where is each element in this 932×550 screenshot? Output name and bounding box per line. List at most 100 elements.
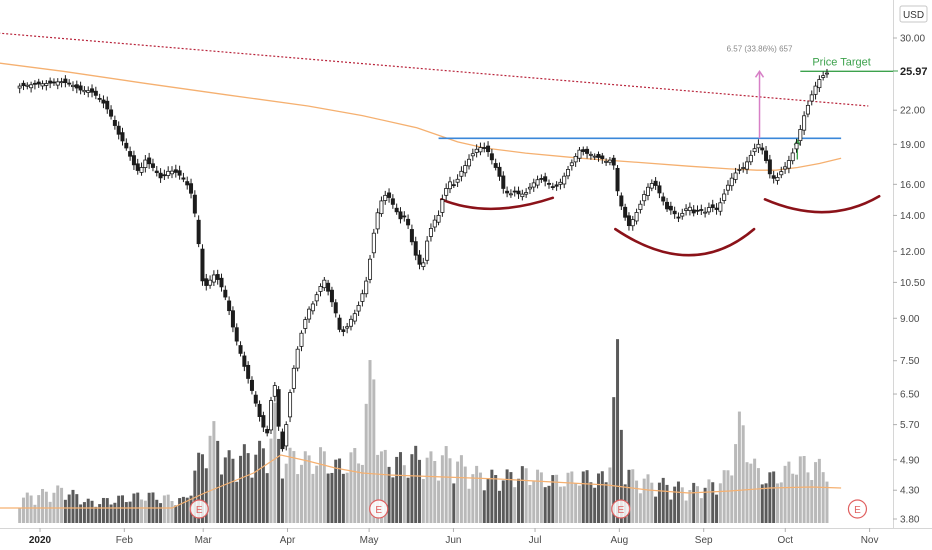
earnings-marker[interactable]: E (847, 499, 868, 519)
earnings-marker[interactable]: E (369, 499, 389, 519)
candle (665, 197, 670, 212)
time-tick-label: Jul (529, 535, 542, 546)
candle-body (341, 329, 346, 332)
volume-bar (311, 473, 315, 523)
volume-bar (513, 487, 517, 523)
volume-bar (817, 458, 821, 523)
candle-body (29, 84, 34, 89)
candle-body (745, 161, 750, 170)
volume-bar (60, 487, 64, 523)
candle-body (489, 153, 494, 161)
volume-bar (231, 458, 235, 523)
candle-body (131, 155, 136, 166)
earnings-marker[interactable]: E (611, 499, 631, 519)
pattern-arc[interactable] (439, 196, 555, 211)
volume-bar (440, 455, 444, 523)
candle (436, 210, 441, 226)
volume-bar (280, 478, 284, 523)
candle (230, 306, 235, 333)
volume-bar (292, 451, 296, 523)
candle (718, 197, 723, 216)
candle (249, 376, 254, 395)
volume-bar (753, 458, 757, 523)
candle-body (295, 348, 300, 369)
candle (371, 228, 376, 258)
candle-body (607, 159, 612, 163)
candle (623, 203, 628, 221)
candle (661, 192, 666, 206)
price-tick-label: 9.00 (900, 314, 920, 325)
candle-body (147, 157, 152, 165)
volume-bar (94, 506, 98, 523)
candle (539, 174, 544, 183)
candle (790, 148, 795, 165)
descending-trendline[interactable] (0, 24, 869, 107)
candle (326, 279, 331, 296)
candle (611, 154, 616, 170)
candle (486, 141, 491, 157)
candle-body (230, 310, 235, 328)
earnings-marker-label: E (196, 505, 203, 516)
candle (470, 148, 475, 161)
candle (82, 86, 87, 95)
candle (32, 80, 37, 90)
candle (607, 157, 612, 166)
candle-body (326, 282, 331, 292)
candle (585, 146, 590, 159)
candle (813, 81, 818, 100)
time-tick-label: Apr (280, 535, 296, 546)
candle (794, 138, 799, 153)
candle-body (329, 289, 334, 303)
candle (295, 346, 300, 372)
volume-bar (490, 469, 494, 523)
candle-body (63, 78, 68, 84)
volume-bar (509, 472, 513, 523)
volume-bar (696, 486, 700, 523)
candle-body (657, 185, 662, 194)
candle-body (265, 428, 270, 434)
volume-bar (345, 472, 349, 523)
candle-body (219, 277, 224, 288)
volume-bar (604, 482, 608, 523)
candle-body (672, 210, 677, 215)
candle-body (497, 166, 502, 177)
candle (672, 206, 677, 219)
pattern-arc[interactable] (614, 227, 756, 257)
volume-bar (250, 477, 254, 523)
candle (162, 169, 167, 181)
price-axis[interactable]: 30.00 22.00 19.00 16.00 14.00 12.00 10.50 9.00 7… (893, 34, 925, 526)
time-axis[interactable]: 2020 Feb Mar Apr May Jun Jul Aug Sep Oct Nov (29, 528, 879, 546)
candle-body (493, 163, 498, 168)
volume-bar (113, 502, 117, 523)
candle-body (40, 83, 45, 87)
volume-bar (718, 483, 722, 523)
candle (676, 212, 681, 223)
candle (234, 323, 239, 346)
candle-body (577, 149, 582, 159)
candle-body (253, 394, 258, 404)
candle (291, 365, 296, 393)
candle-body (573, 156, 578, 163)
candle (48, 77, 53, 89)
volume-bar (520, 466, 524, 523)
earnings-marker[interactable]: E (189, 499, 209, 519)
candle-body (444, 188, 449, 196)
candle (626, 212, 631, 231)
candle (360, 289, 365, 307)
candle (440, 194, 445, 217)
currency-badge[interactable] (899, 5, 928, 23)
candle-body (546, 182, 551, 185)
candle-body (626, 215, 631, 227)
candle-body (375, 212, 380, 230)
candle (143, 155, 148, 173)
candle-body (67, 82, 72, 85)
candle-body (691, 209, 696, 214)
pattern-arc[interactable] (763, 194, 881, 214)
candle-body (676, 216, 681, 219)
volume-bar (806, 472, 810, 523)
volume-bar (673, 486, 677, 523)
candle (764, 145, 769, 164)
candle-body (36, 81, 41, 85)
candle-body (51, 81, 56, 84)
